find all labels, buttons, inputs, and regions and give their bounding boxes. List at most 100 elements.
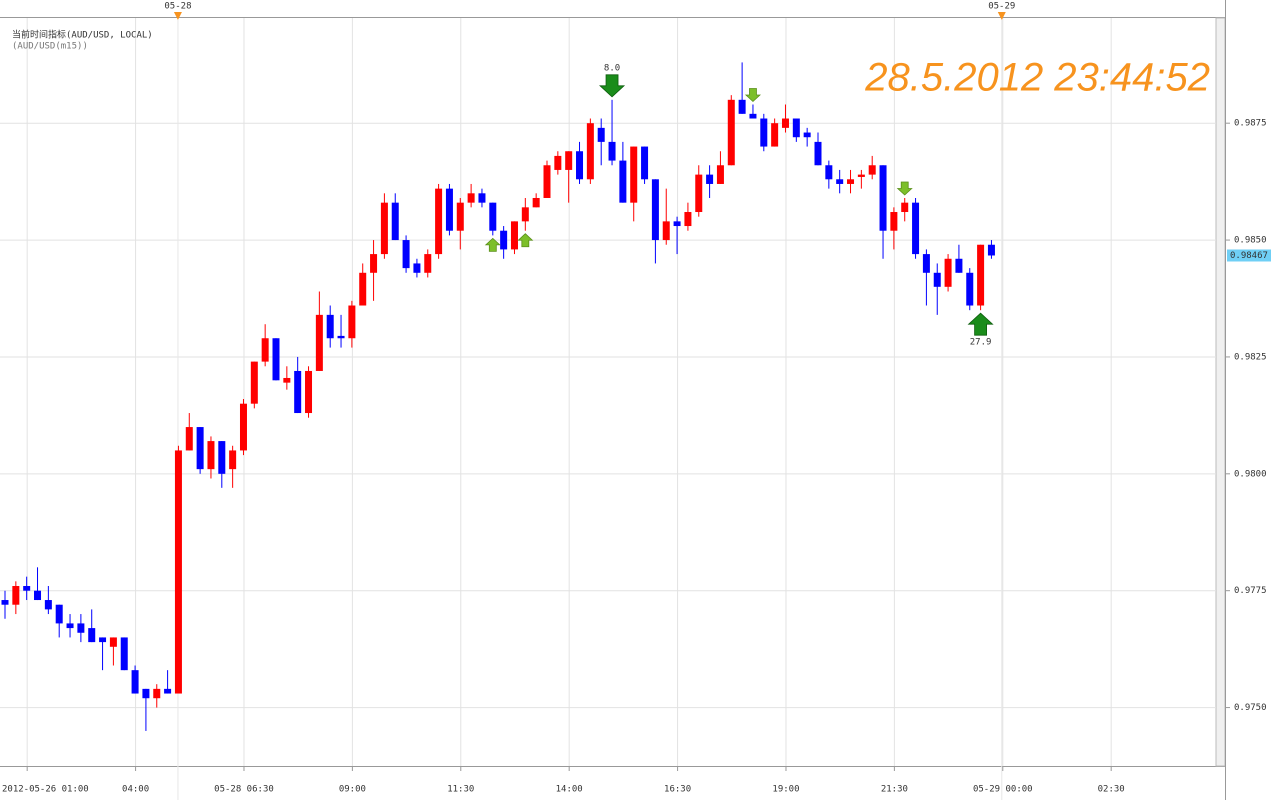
candle-body [684, 212, 692, 227]
candle-body [359, 272, 367, 306]
signal-arrow [517, 233, 534, 248]
candle-body [315, 314, 323, 371]
last-price-box [1227, 249, 1271, 262]
candle-body [641, 146, 649, 180]
candle-body [944, 258, 952, 287]
candle-body [825, 165, 833, 180]
candle-body [836, 179, 844, 184]
y-tick-label: 0.9750 [1234, 703, 1267, 713]
candle-body [771, 123, 779, 147]
candle-body [66, 623, 74, 629]
day-marker-label: 05-28 [164, 2, 191, 12]
candle-body [977, 244, 985, 306]
candle-body [554, 155, 562, 170]
day-marker [997, 12, 1006, 20]
candle-body [500, 230, 508, 250]
candle-body [738, 99, 746, 114]
day-marker-label: 05-29 [988, 2, 1015, 12]
candle-body [879, 165, 887, 231]
candle-body [174, 450, 182, 694]
candle-body [131, 670, 139, 694]
signal-label: 8.0 [604, 63, 620, 73]
y-tick-label: 0.9800 [1234, 469, 1267, 479]
x-tick-label: 21:30 [881, 785, 908, 795]
candle-body [576, 151, 584, 180]
candle-body [955, 258, 963, 273]
candle-body [781, 118, 789, 128]
candle-body [272, 338, 280, 381]
candle-body [34, 590, 42, 601]
candle-body [391, 202, 399, 241]
candle-body [706, 174, 714, 184]
candle-body [619, 160, 627, 203]
candle-body [608, 141, 616, 161]
x-tick-label: 05-28 06:30 [214, 785, 274, 795]
y-tick-label: 0.9850 [1234, 236, 1267, 246]
x-tick-label: 19:00 [772, 785, 799, 795]
y-tick-label: 0.9825 [1234, 352, 1267, 362]
candle-body [586, 123, 594, 180]
candle-body [565, 151, 573, 170]
candle-body [912, 202, 920, 255]
last-price-label: 0.98467 [1230, 251, 1268, 261]
candle-body [239, 403, 247, 451]
x-tick-label: 14:00 [556, 785, 583, 795]
candle-body [164, 688, 172, 694]
candle-body [456, 202, 464, 231]
signal-arrow [967, 312, 994, 336]
candle-body [597, 127, 605, 142]
candle-body [229, 450, 237, 470]
candle-body [966, 272, 974, 306]
candle-body [868, 165, 876, 175]
candle-body [651, 179, 659, 241]
candle-body [120, 637, 128, 671]
x-tick-label: 09:00 [339, 785, 366, 795]
candle-body [261, 338, 269, 362]
candle-body [44, 600, 52, 610]
candle-body [55, 604, 63, 624]
candle-body [77, 623, 85, 633]
candle-body [510, 221, 518, 250]
signal-arrow [484, 237, 501, 252]
candle-body [207, 441, 215, 470]
candle-body [153, 688, 161, 699]
candle-body [847, 179, 855, 184]
candle-body [933, 272, 941, 287]
candle-body [467, 193, 475, 203]
candle-body [803, 132, 811, 138]
x-tick-label: 16:30 [664, 785, 691, 795]
candle-body [109, 637, 117, 647]
candle-body [521, 207, 529, 222]
candle-body [218, 441, 226, 474]
candle-body [543, 165, 551, 198]
chart-subtitle: (AUD/USD(m15)) [12, 42, 88, 52]
candle-body [727, 99, 735, 166]
candle-body [922, 254, 930, 273]
candle-body [987, 244, 995, 256]
candle-body [532, 197, 540, 208]
candle-body [489, 202, 497, 231]
signal-arrow [744, 88, 761, 103]
candle-body [673, 221, 681, 227]
candle-body [142, 688, 150, 699]
signal-label: 27.9 [970, 338, 992, 348]
candle-body [630, 146, 638, 203]
candle-body [435, 188, 443, 255]
timestamp: 28.5.2012 23:44:52 [864, 56, 1210, 100]
candle-body [760, 118, 768, 147]
candle-body [424, 254, 432, 273]
candle-body [402, 240, 410, 269]
candle-body [890, 212, 898, 231]
signal-arrow [599, 74, 626, 98]
candle-body [99, 637, 107, 643]
x-tick-label: 02:30 [1098, 785, 1125, 795]
candle-body [337, 335, 345, 339]
candle-body [413, 263, 421, 273]
candle-body [305, 370, 313, 414]
scrollbar[interactable] [1215, 17, 1226, 767]
candle-body [185, 427, 193, 451]
candle-body [716, 165, 724, 184]
x-tick-label: 11:30 [447, 785, 474, 795]
candle-body [88, 628, 96, 643]
